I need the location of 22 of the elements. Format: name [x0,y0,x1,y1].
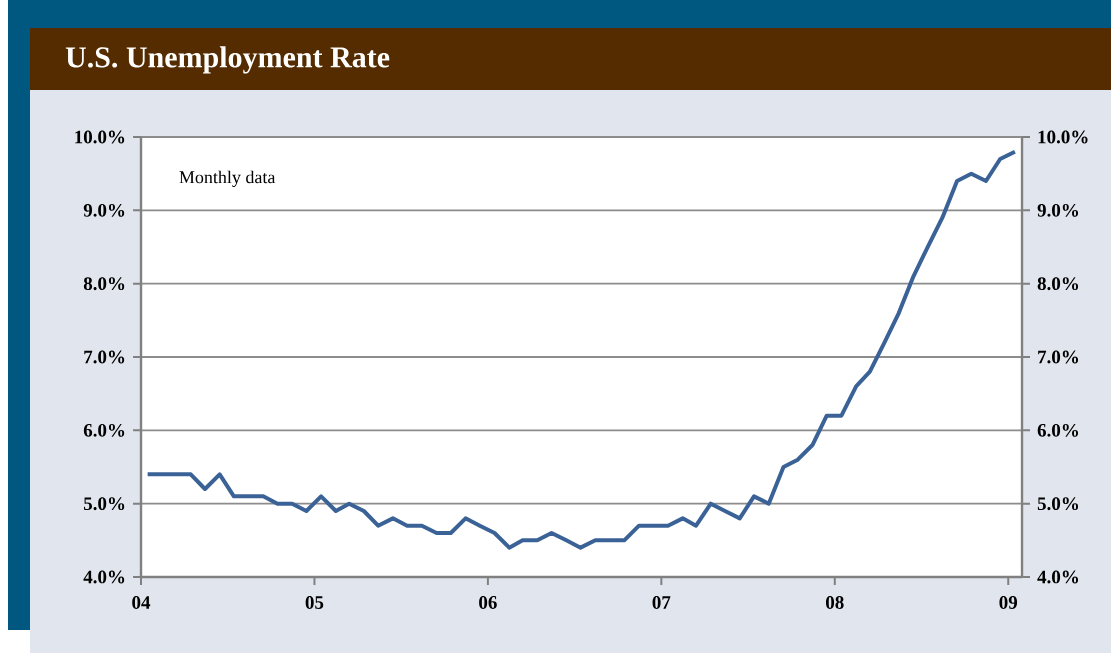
y-tick-label: 8.0% [83,277,125,291]
y-tick-label: 7.0% [84,350,125,364]
annotation: Monthly data [179,170,276,187]
x-tick-label: 06 [479,596,497,609]
chart-title: U.S. Unemployment Rate [65,46,390,74]
x-tick-label: 05 [305,596,324,609]
y-tick-label: 5.0% [83,497,125,511]
x-tick-label: 07 [652,596,671,609]
y-tick-label: 10.0% [75,130,125,144]
y-tick-label: 9.0% [83,203,125,217]
y2-tick-label: 9.0% [1037,203,1079,217]
y2-tick-label: 7.0% [1038,350,1079,364]
y2-tick-label: 6.0% [1037,423,1079,437]
y-tick-label: 4.0% [83,570,125,584]
y-tick-label: 6.0% [83,423,125,437]
x-tick-label: 04 [132,596,151,609]
y2-tick-label: 10.0% [1038,130,1088,144]
x-tick-label: 08 [826,596,844,609]
y2-tick-label: 8.0% [1037,277,1079,291]
x-tick-label: 09 [999,596,1018,609]
y2-tick-label: 5.0% [1037,497,1079,511]
y2-tick-label: 4.0% [1037,570,1079,584]
